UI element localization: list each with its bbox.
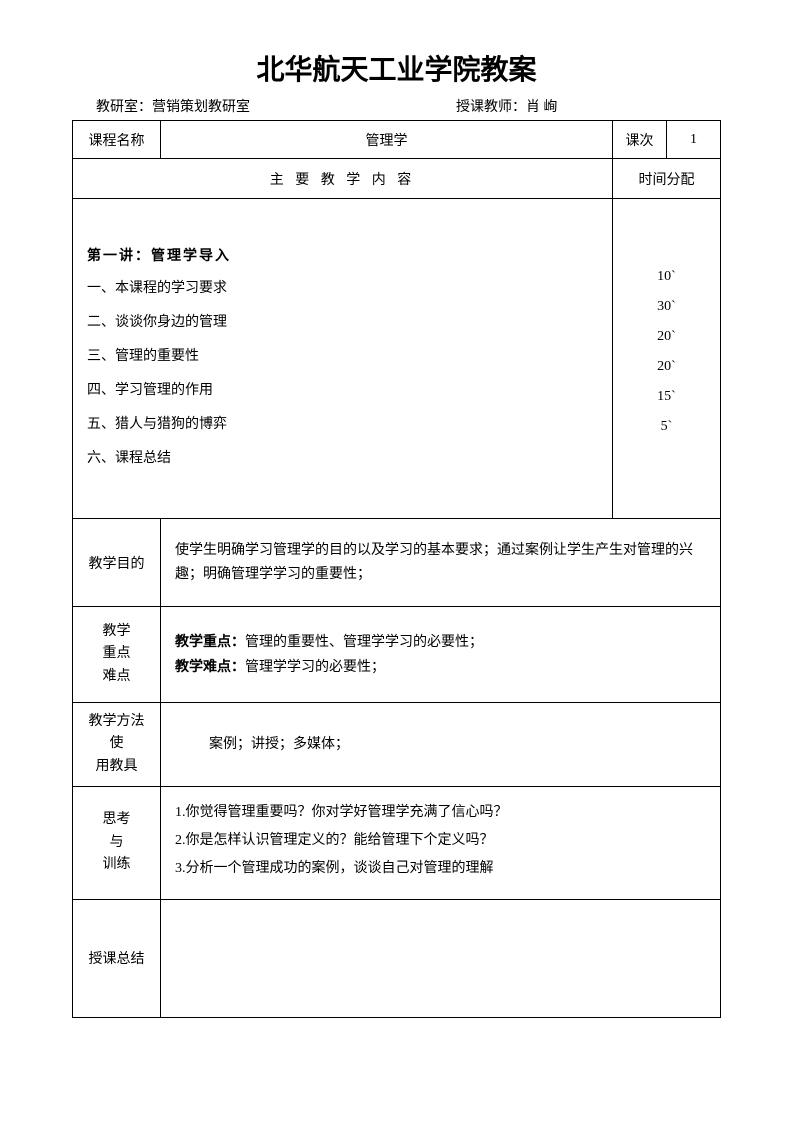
lecture-item: 六、课程总结 xyxy=(87,447,594,467)
table-row: 教学 重点 难点 教学重点：管理的重要性、管理学学习的必要性； 教学难点：管理学… xyxy=(73,607,721,703)
document-title: 北华航天工业学院教案 xyxy=(72,48,721,88)
point-value: 管理的重要性、管理学学习的必要性； xyxy=(245,635,483,650)
focus-content: 教学重点：管理的重要性、管理学学习的必要性； 教学难点：管理学学习的必要性； xyxy=(161,607,721,703)
focus-label-line: 重点 xyxy=(83,643,150,665)
time-item: 20` xyxy=(623,329,710,345)
point-label: 教学重点： xyxy=(175,633,245,649)
time-item: 15` xyxy=(623,389,710,405)
lecture-item: 五、猎人与猎狗的博弈 xyxy=(87,413,594,433)
teacher-value: 肖 峋 xyxy=(526,100,558,115)
think-label-line: 训练 xyxy=(83,854,150,876)
table-row: 教学目的 使学生明确学习管理学的目的以及学习的基本要求；通过案例让学生产生对管理… xyxy=(73,519,721,607)
method-label-line: 用教具 xyxy=(83,756,150,778)
table-row: 主 要 教 学 内 容 时间分配 xyxy=(73,159,721,199)
table-row: 授课总结 xyxy=(73,899,721,1017)
think-item: 2.你是怎样认识管理定义的？能给管理下个定义吗？ xyxy=(175,829,706,853)
objective-label: 教学目的 xyxy=(73,519,161,607)
time-allocation-cell: 10` 30` 20` 20` 15` 5` xyxy=(613,199,721,519)
table-row: 思考 与 训练 1.你觉得管理重要吗？你对学好管理学充满了信心吗？ 2.你是怎样… xyxy=(73,787,721,899)
summary-label: 授课总结 xyxy=(73,899,161,1017)
content-header: 主 要 教 学 内 容 xyxy=(73,159,613,199)
lesson-plan-table: 课程名称 管理学 课次 1 主 要 教 学 内 容 时间分配 第一讲：管理学导入… xyxy=(72,120,721,1018)
lecture-item: 二、谈谈你身边的管理 xyxy=(87,311,594,331)
method-label: 教学方法使 用教具 xyxy=(73,703,161,787)
office-value: 营销策划教研室 xyxy=(152,100,250,115)
office-label: 教研室： xyxy=(96,100,152,115)
focus-label: 教学 重点 难点 xyxy=(73,607,161,703)
think-content: 1.你觉得管理重要吗？你对学好管理学充满了信心吗？ 2.你是怎样认识管理定义的？… xyxy=(161,787,721,899)
teacher-label: 授课教师： xyxy=(456,100,526,115)
table-row: 课程名称 管理学 课次 1 xyxy=(73,121,721,159)
table-row: 教学方法使 用教具 案例；讲授；多媒体； xyxy=(73,703,721,787)
time-item: 30` xyxy=(623,299,710,315)
lecture-item: 四、学习管理的作用 xyxy=(87,379,594,399)
think-label-line: 思考 xyxy=(83,809,150,831)
difficulty-label: 教学难点： xyxy=(175,658,245,674)
session-value: 1 xyxy=(667,121,721,159)
think-item: 1.你觉得管理重要吗？你对学好管理学充满了信心吗？ xyxy=(175,801,706,825)
think-item: 3.分析一个管理成功的案例，谈谈自己对管理的理解 xyxy=(175,857,706,881)
difficulty-value: 管理学学习的必要性； xyxy=(245,660,385,675)
header-info: 教研室：营销策划教研室 授课教师：肖 峋 xyxy=(72,96,721,116)
lecture-item: 一、本课程的学习要求 xyxy=(87,277,594,297)
course-name-value: 管理学 xyxy=(161,121,613,159)
focus-label-line: 难点 xyxy=(83,666,150,688)
table-row: 第一讲：管理学导入 一、本课程的学习要求 二、谈谈你身边的管理 三、管理的重要性… xyxy=(73,199,721,519)
method-label-line: 教学方法使 xyxy=(83,711,150,756)
lecture-item: 三、管理的重要性 xyxy=(87,345,594,365)
time-item: 10` xyxy=(623,269,710,285)
think-label-line: 与 xyxy=(83,832,150,854)
objective-content: 使学生明确学习管理学的目的以及学习的基本要求；通过案例让学生产生对管理的兴趣；明… xyxy=(161,519,721,607)
time-item: 20` xyxy=(623,359,710,375)
main-content-cell: 第一讲：管理学导入 一、本课程的学习要求 二、谈谈你身边的管理 三、管理的重要性… xyxy=(73,199,613,519)
summary-content xyxy=(161,899,721,1017)
lecture-title: 第一讲：管理学导入 xyxy=(87,245,594,265)
focus-label-line: 教学 xyxy=(83,621,150,643)
method-content: 案例；讲授；多媒体； xyxy=(161,703,721,787)
think-label: 思考 与 训练 xyxy=(73,787,161,899)
session-label: 课次 xyxy=(613,121,667,159)
course-name-label: 课程名称 xyxy=(73,121,161,159)
time-item: 5` xyxy=(623,419,710,435)
time-header: 时间分配 xyxy=(613,159,721,199)
